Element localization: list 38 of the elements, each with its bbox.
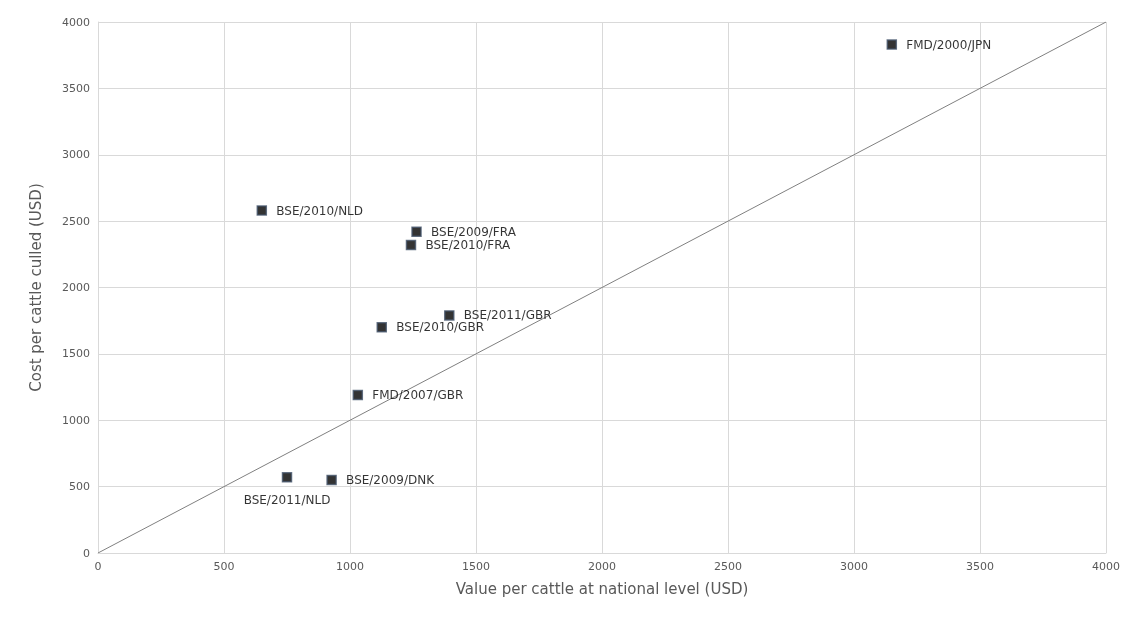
point <box>256 205 268 216</box>
annotation: BSE/2009/DNK <box>346 472 436 487</box>
point <box>326 474 337 486</box>
point <box>352 389 364 401</box>
x-tick-label: 1000 <box>336 560 364 573</box>
point <box>444 310 455 321</box>
annotation: BSE/2010/NLD <box>276 203 364 218</box>
x-tick-label: 2500 <box>714 560 742 573</box>
x-tick-label: 1500 <box>462 560 490 573</box>
y-tick-label: 500 <box>69 480 90 494</box>
point <box>281 472 293 483</box>
point <box>886 39 898 50</box>
x-tick-label: 2000 <box>588 560 616 573</box>
y-tick-label: 3500 <box>62 81 90 95</box>
y-tick-label: 1000 <box>62 413 90 427</box>
x-tick-label: 3500 <box>966 560 994 573</box>
y-tick-label: 2000 <box>62 281 90 294</box>
point <box>405 239 417 251</box>
annotation: FMD/2007/GBR <box>372 388 464 403</box>
x-tick-label: 4000 <box>1092 560 1120 573</box>
x-tick-label: 3000 <box>840 560 868 573</box>
annotation: BSE/2011/GBR <box>463 308 552 323</box>
annotation: BSE/2010/FRA <box>425 238 512 253</box>
y-tick-label: 2500 <box>62 214 90 228</box>
y-axis-title: Cost per cattle culled (USD) <box>26 183 45 392</box>
annotation: BSE/2011/NLD <box>243 492 331 507</box>
annotation: BSE/2009/FRA <box>431 224 517 239</box>
point <box>376 322 387 333</box>
annotation: BSE/2010/GBR <box>396 320 484 335</box>
x-axis-title: Value per cattle at national level (USD) <box>455 579 749 598</box>
point <box>411 226 422 237</box>
y-tick-label: 3000 <box>62 148 90 162</box>
y-tick-label: 1500 <box>62 347 90 361</box>
x-tick-label: 500 <box>213 560 235 573</box>
y-tick-label: 4000 <box>62 15 90 29</box>
x-tick-label: 0 <box>94 560 102 573</box>
annotation: FMD/2000/JPN <box>906 37 992 52</box>
y-tick-label: 0 <box>83 546 90 560</box>
